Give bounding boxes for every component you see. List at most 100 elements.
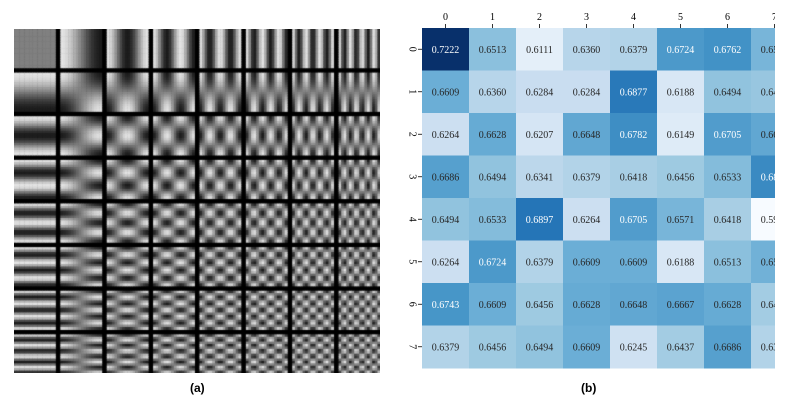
x-tick-label: 1 [490,12,495,23]
heatmap-cell-r6-c5 [657,283,705,326]
caption-b: (b) [581,381,597,395]
heatmap-cell-r2-c6 [704,113,752,156]
heatmap-cell-r4-c7 [751,198,775,241]
heatmap-value-label: 0.6609 [573,257,601,268]
heatmap-value-label: 0.6667 [667,300,695,311]
heatmap-cell-r6-c4 [610,283,658,326]
heatmap-value-label: 0.6494 [526,342,554,353]
heatmap-value-label: 0.6418 [714,215,742,226]
heatmap-value-label: 0.6379 [761,342,775,353]
heatmap-value-label: 0.6264 [432,130,460,141]
heatmap-cell-r1-c0 [422,70,470,114]
heatmap-value-label: 0.6801 [761,172,775,183]
heatmap-value-label: 0.6609 [620,257,648,268]
heatmap-value-label: 0.6724 [667,45,695,56]
heatmap-value-label: 0.6360 [479,87,507,98]
heatmap-value-label: 0.6533 [714,172,742,183]
heatmap-value-label: 0.6437 [761,300,775,311]
heatmap-cell-r0-c3 [563,28,611,71]
heatmap-cell-r1-c7 [751,70,775,114]
x-tick-label: 4 [631,12,636,23]
heatmap-cell-r3-c3 [563,155,611,199]
heatmap-value-label: 0.6686 [432,172,460,183]
heatmap-value-label: 0.6513 [714,257,742,268]
heatmap-value-label: 0.6188 [667,87,695,98]
heatmap-cell-r6-c0 [422,283,470,326]
heatmap-cell-r4-c0 [422,198,470,241]
heatmap-cell-r7-c4 [610,325,658,369]
heatmap-value-label: 0.6533 [479,215,507,226]
heatmap-cell-r2-c4 [610,113,658,156]
x-axis-ticks: 0 1 2 3 4 5 6 7 [443,12,775,28]
heatmap-cell-r6-c7 [751,283,775,326]
heatmap-cell-r7-c2 [516,325,564,369]
y-tick-label: 3 [407,174,418,179]
heatmap-cell-r0-c4 [610,28,658,71]
x-tick-label: 0 [443,12,448,23]
y-tick-label: 4 [407,217,418,222]
heatmap-cell-r2-c3 [563,113,611,156]
heatmap-value-label: 0.6609 [573,342,601,353]
heatmap-value-label: 0.6418 [620,172,648,183]
heatmap-cell-r7-c5 [657,325,705,369]
heatmap-value-label: 0.6456 [479,342,507,353]
heatmap-cell-r3-c7 [751,155,775,199]
heatmap-value-label: 0.5996 [761,215,775,226]
heatmap-cell-r0-c2 [516,28,564,71]
x-tick-label: 5 [678,12,683,23]
heatmap-cell-r7-c7 [751,325,775,369]
heatmap-cell-r5-c5 [657,240,705,284]
heatmap-value-label: 0.6513 [479,45,507,56]
heatmap-value-label: 0.6456 [667,172,695,183]
heatmap-cell-r1-c3 [563,70,611,114]
heatmap-value-label: 0.6188 [667,257,695,268]
heatmap-value-label: 0.6149 [667,130,695,141]
heatmap-cell-r4-c3 [563,198,611,241]
heatmap-cell-r0-c5 [657,28,705,71]
heatmap-cell-r6-c3 [563,283,611,326]
heatmap-value-label: 0.6379 [573,172,601,183]
heatmap-cell-r6-c6 [704,283,752,326]
heatmap-value-label: 0.6782 [620,130,648,141]
heatmap-value-label: 0.6705 [620,215,648,226]
heatmap-cell-r1-c6 [704,70,752,114]
heatmap-value-label: 0.6284 [526,87,554,98]
heatmap-cell-r3-c6 [704,155,752,199]
y-tick-label: 2 [407,132,418,137]
heatmap-value-label: 0.6284 [573,87,601,98]
heatmap-cell-r4-c4 [610,198,658,241]
heatmap-value-label: 0.6648 [761,130,775,141]
heatmap-value-label: 0.6379 [432,342,460,353]
heatmap-cell-r0-c0 [422,28,470,71]
heatmap-cell-r1-c2 [516,70,564,114]
heatmap-value-label: 0.6494 [479,172,507,183]
heatmap-chart: 0.7222 0.6513 0.6111 0.6360 0.6379 0.6724 0.67… [407,12,775,369]
heatmap-cell-r5-c1 [469,240,517,284]
heatmap-value-label: 0.6111 [526,45,553,56]
x-tick-label: 6 [725,12,730,23]
heatmap-value-label: 0.6628 [479,130,507,141]
heatmap-value-label: 0.6609 [479,300,507,311]
heatmap-cell-r1-c4 [610,70,658,114]
heatmap-cell-r2-c7 [751,113,775,156]
heatmap-value-label: 0.6571 [667,215,695,226]
heatmap-cell-r5-c0 [422,240,470,284]
heatmap-cell-r3-c0 [422,155,470,199]
heatmap-value-label: 0.6475 [761,87,775,98]
heatmap-cell-r2-c1 [469,113,517,156]
heatmap-value-label: 0.6437 [667,342,695,353]
heatmap-cell-r7-c6 [704,325,752,369]
heatmap-cell-r5-c7 [751,240,775,284]
heatmap-cell-r0-c6 [704,28,752,71]
heatmap-cell-r5-c4 [610,240,658,284]
heatmap-cell-r2-c0 [422,113,470,156]
heatmap-cell-r6-c2 [516,283,564,326]
heatmap-value-label: 0.6245 [620,342,648,353]
heatmap-value-label: 0.6648 [573,130,601,141]
heatmap-value-label: 0.6494 [432,215,460,226]
heatmap-value-label: 0.6686 [714,342,742,353]
heatmap-cell-r4-c6 [704,198,752,241]
heatmap-value-label: 0.6628 [573,300,601,311]
heatmap-value-label: 0.6264 [573,215,601,226]
heatmap-value-label: 0.6877 [620,87,648,98]
